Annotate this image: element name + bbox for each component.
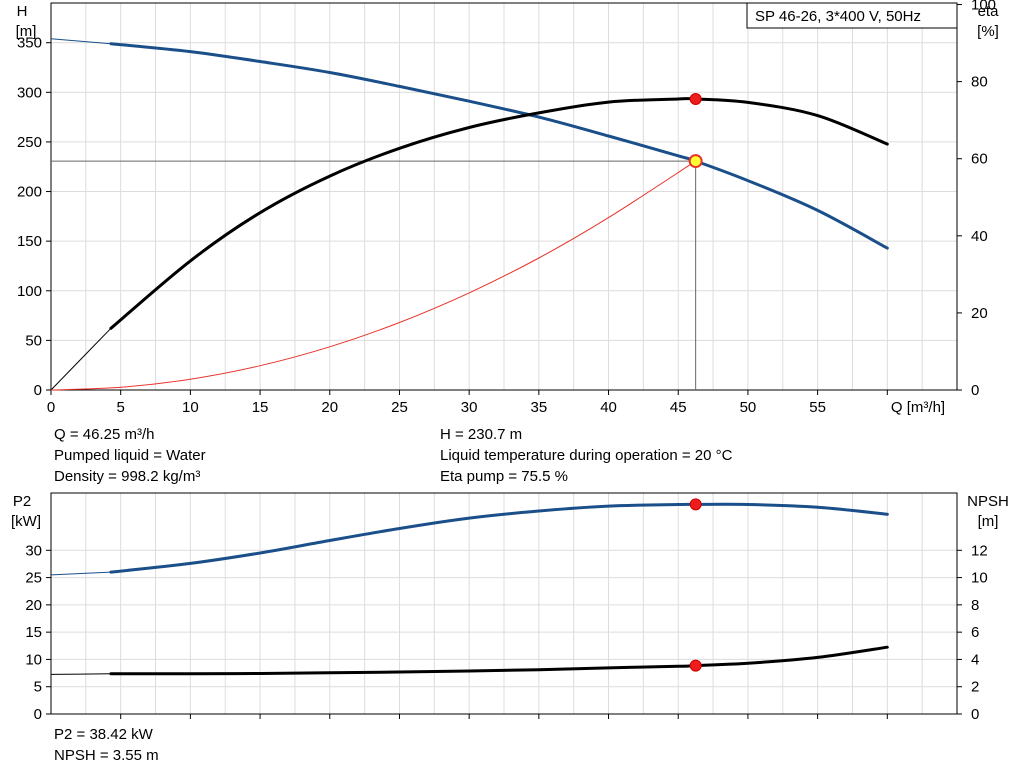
head-panel-right-tick-label: 40 [971,228,988,245]
head-panel-series-0-curve [109,42,889,250]
info-npsh: NPSH = 3.55 m [54,747,159,764]
head-panel-series-0-extension [50,38,111,45]
power-panel-right-axis-label: NPSH [967,493,1009,510]
head-panel-left-tick-label: 0 [34,382,42,399]
info-flow: Q = 46.25 m³/h [54,426,155,443]
head-panel-x-tick-label: 20 [321,399,338,416]
power-panel-series-0-curve [109,502,889,574]
power-panel-frame [50,492,958,715]
head-panel-left-tick-label: 50 [25,332,42,349]
power-panel-series-1-curve [109,645,889,676]
head-panel-legend-text: SP 46-26, 3*400 V, 50Hz [755,8,921,25]
head-panel-x-tick-label: 25 [391,399,408,416]
head-panel-left-tick-label: 150 [17,233,42,250]
head-panel-legend-box [746,2,958,29]
head-panel-x-tick-label: 50 [740,399,757,416]
power-panel-left-tick-label: 5 [34,679,42,696]
head-panel-x-tick-label: 0 [47,399,55,416]
power-panel-left-tick-label: 0 [34,706,42,723]
head-panel-x-tick-label: 30 [461,399,478,416]
info-eta-pump: Eta pump = 75.5 % [440,468,568,485]
power-panel-p2-op-marker [689,498,702,511]
info-liquid-temperature: Liquid temperature during operation = 20… [440,447,733,464]
head-panel-series-1-curve [109,97,889,330]
head-panel-left-axis-label: H [17,3,28,20]
head-panel-right-tick-label: 100 [971,0,996,14]
power-panel-right-axis-unit: [m] [978,513,999,530]
head-panel-x-tick-label: 35 [531,399,548,416]
head-panel-x-tick-label: 40 [600,399,617,416]
head-panel-eta-op-marker [689,92,702,105]
head-panel-duty-point-marker [688,154,703,169]
power-panel-right-tick-label: 12 [971,542,988,559]
power-panel-left-axis-unit: [kW] [11,513,41,530]
power-panel-left-tick-label: 30 [25,542,42,559]
info-head: H = 230.7 m [440,426,523,443]
power-panel-left-tick-label: 15 [25,624,42,641]
head-panel-left-tick-label: 200 [17,184,42,201]
head-panel-system-curve [50,160,696,391]
info-power: P2 = 38.42 kW [54,726,153,743]
head-panel-right-tick-label: 0 [971,382,979,399]
head-panel-x-tick-label: 55 [809,399,826,416]
power-panel-right-tick-label: 2 [971,679,979,696]
head-panel-series-1-extension [50,327,112,391]
info-pumped-liquid: Pumped liquid = Water [54,447,206,464]
power-panel-npsh-op-marker [689,659,702,672]
head-panel-left-tick-label: 100 [17,283,42,300]
head-panel-right-axis-unit: [%] [977,23,999,40]
head-panel-right-axis-label: eta [978,3,1000,20]
power-panel-left-tick-label: 10 [25,651,42,668]
head-panel-x-axis-label: Q [m³/h] [891,399,945,416]
head-panel-left-axis-unit: [m] [16,23,37,40]
head-panel-left-tick-label: 350 [17,35,42,52]
head-panel-x-tick-label: 15 [252,399,269,416]
head-panel-left-tick-label: 250 [17,134,42,151]
head-panel-x-tick-label: 10 [182,399,199,416]
power-panel-right-tick-label: 0 [971,706,979,723]
head-panel-left-tick-label: 300 [17,84,42,101]
power-panel-right-tick-label: 8 [971,597,979,614]
head-panel-right-tick-label: 20 [971,305,988,322]
info-density: Density = 998.2 kg/m³ [54,468,201,485]
power-panel-right-tick-label: 6 [971,624,979,641]
power-panel-right-tick-label: 10 [971,570,988,587]
power-panel-series-0-extension [50,571,111,576]
power-panel-left-axis-label: P2 [13,493,31,510]
head-panel-right-tick-label: 80 [971,74,988,91]
power-panel-left-tick-label: 25 [25,570,42,587]
head-panel-right-tick-label: 60 [971,151,988,168]
power-panel-left-tick-label: 20 [25,597,42,614]
head-panel-frame [50,2,958,391]
power-panel-series-1-extension [50,673,111,675]
head-panel-x-tick-label: 45 [670,399,687,416]
head-panel-x-tick-label: 5 [117,399,125,416]
power-panel-right-tick-label: 4 [971,651,979,668]
